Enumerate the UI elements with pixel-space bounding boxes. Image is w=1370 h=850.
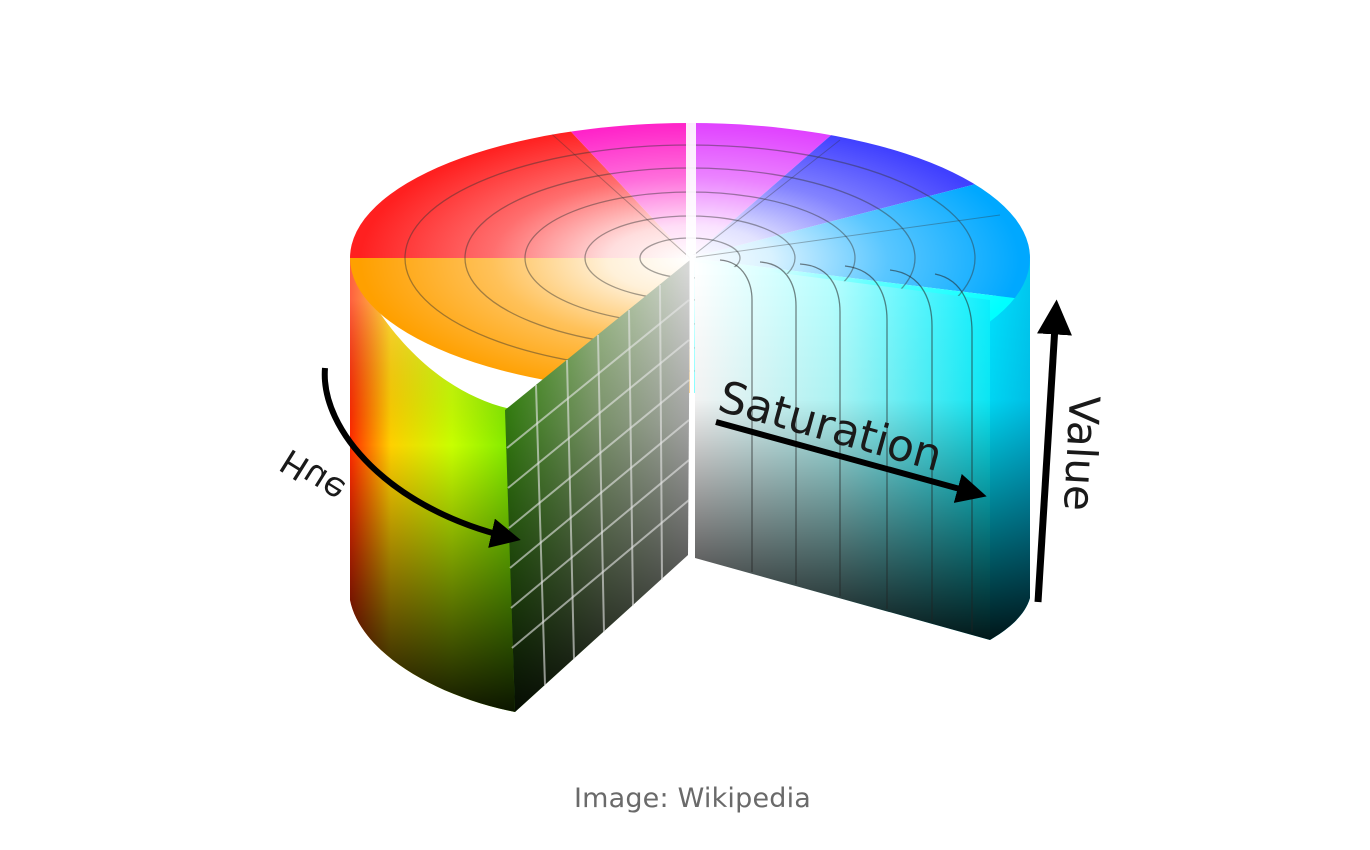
value-arrow [1034, 299, 1072, 603]
hue-arrow [321, 367, 521, 548]
cut-face-left [505, 260, 690, 712]
cylinder-side-left [350, 258, 515, 712]
saturation-arrow [715, 419, 987, 503]
cut-gap-top [686, 122, 696, 258]
cut-face-right [695, 259, 990, 640]
hue-label: Hue [274, 440, 353, 510]
value-label: Value [1054, 394, 1109, 512]
image-caption: Image: Wikipedia [573, 783, 812, 814]
cylinder-side-right [990, 258, 1030, 640]
